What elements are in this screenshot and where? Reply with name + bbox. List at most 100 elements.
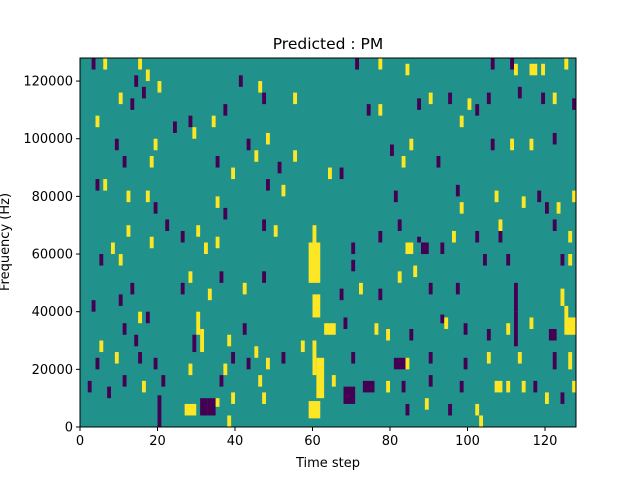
- heatmap-cell: [277, 161, 282, 174]
- heatmap-cell: [223, 104, 228, 116]
- heatmap-cell: [204, 242, 208, 255]
- heatmap-cell: [149, 236, 154, 249]
- heatmap-cell: [122, 323, 127, 335]
- heatmap-cell: [273, 225, 278, 237]
- heatmap-cell: [506, 323, 511, 335]
- heatmap-cell: [180, 282, 185, 295]
- heatmap-cell: [560, 288, 565, 306]
- heatmap-cell: [397, 219, 402, 231]
- heatmap-cell: [266, 357, 270, 370]
- heatmap-cell: [215, 196, 220, 208]
- y-tick-label: 100000: [23, 132, 73, 147]
- heatmap-cell: [339, 288, 344, 301]
- heatmap-cell: [126, 225, 131, 237]
- heatmap-cell: [142, 86, 146, 99]
- heatmap-cell: [207, 398, 216, 416]
- heatmap-cell: [157, 395, 162, 427]
- heatmap-cell: [192, 334, 197, 353]
- heatmap-cell: [490, 58, 495, 70]
- heatmap-cell: [378, 288, 383, 301]
- heatmap-cell: [529, 317, 534, 329]
- heatmap-cell: [300, 340, 305, 353]
- heatmap-cell: [138, 311, 143, 324]
- heatmap-cell: [293, 150, 298, 162]
- heatmap-cell: [254, 346, 259, 358]
- heatmap-cell: [483, 254, 487, 266]
- heatmap-cell: [529, 138, 534, 151]
- heatmap-cell: [397, 271, 402, 283]
- heatmap-cell: [417, 98, 422, 110]
- heatmap-cell: [281, 184, 286, 197]
- heatmap-cell: [386, 380, 391, 393]
- heatmap-cell: [510, 138, 515, 151]
- heatmap-cell: [467, 98, 472, 110]
- heatmap-cell: [95, 357, 100, 370]
- heatmap-cell: [126, 190, 131, 203]
- heatmap-cell: [541, 92, 546, 105]
- heatmap-cell: [219, 375, 224, 387]
- heatmap-cell: [258, 81, 263, 93]
- heatmap-cell: [331, 375, 336, 387]
- heatmap-cell: [351, 352, 356, 364]
- heatmap-cell: [455, 282, 460, 295]
- heatmap-cell: [145, 311, 150, 324]
- heatmap-cell: [393, 190, 398, 203]
- heatmap-cell: [556, 202, 561, 214]
- heatmap-cell: [200, 398, 208, 416]
- heatmap-cell: [568, 254, 573, 266]
- heatmap-cell: [107, 386, 112, 399]
- heatmap-cell: [514, 311, 518, 347]
- y-axis-label: Frequency (Hz): [0, 193, 13, 291]
- heatmap-cell: [517, 352, 522, 364]
- heatmap-cell: [362, 380, 375, 393]
- heatmap-cell: [359, 282, 363, 295]
- heatmap-cell: [262, 392, 267, 404]
- heatmap-cell: [161, 375, 166, 387]
- heatmap-cell: [308, 242, 321, 283]
- heatmap-cell: [192, 127, 197, 139]
- heatmap-cell: [378, 104, 383, 116]
- heatmap-cell: [440, 314, 445, 324]
- heatmap-cells: [87, 58, 577, 427]
- heatmap-cell: [366, 104, 371, 116]
- heatmap-cell: [529, 63, 538, 76]
- heatmap-cell: [568, 230, 573, 243]
- heatmap-cell: [91, 300, 96, 312]
- heatmap-cell: [142, 380, 146, 393]
- heatmap-cell: [386, 328, 391, 341]
- x-axis-label: Time step: [295, 456, 360, 471]
- x-tick-label: 40: [227, 434, 244, 449]
- heatmap-cell: [351, 242, 356, 255]
- heatmap-cell: [393, 357, 406, 370]
- heatmap-cell: [153, 202, 158, 214]
- plot-frame: [79, 57, 577, 428]
- heatmap-cell: [552, 219, 557, 231]
- heatmap-cell: [409, 328, 414, 341]
- chart-title: Predicted : PM: [273, 35, 384, 53]
- heatmap-cell: [351, 259, 356, 272]
- heatmap-cell: [552, 352, 557, 370]
- heatmap-cell: [514, 282, 518, 312]
- heatmap-cell: [421, 242, 429, 255]
- heatmap-cell: [254, 150, 259, 162]
- heatmap-cell: [211, 115, 216, 128]
- heatmap-cell: [293, 92, 298, 105]
- heatmap-cell: [114, 352, 119, 364]
- heatmap-cell: [99, 254, 104, 266]
- heatmap-cell: [463, 323, 468, 335]
- heatmap-cell: [122, 375, 127, 387]
- heatmap-cell: [486, 92, 491, 105]
- heatmap-cell: [149, 156, 154, 168]
- heatmap-cell: [246, 138, 251, 151]
- heatmap-cell: [262, 271, 267, 283]
- heatmap-cell: [308, 401, 321, 419]
- heatmap-cell: [428, 282, 433, 295]
- heatmap-cell: [514, 63, 518, 76]
- heatmap-cell: [378, 230, 383, 243]
- heatmap-cell: [95, 115, 100, 128]
- heatmap-cell: [506, 254, 511, 266]
- heatmap-cell: [103, 58, 108, 70]
- heatmap-cell: [374, 323, 379, 335]
- y-tick-label: 120000: [23, 75, 73, 90]
- heatmap-cell: [227, 415, 232, 427]
